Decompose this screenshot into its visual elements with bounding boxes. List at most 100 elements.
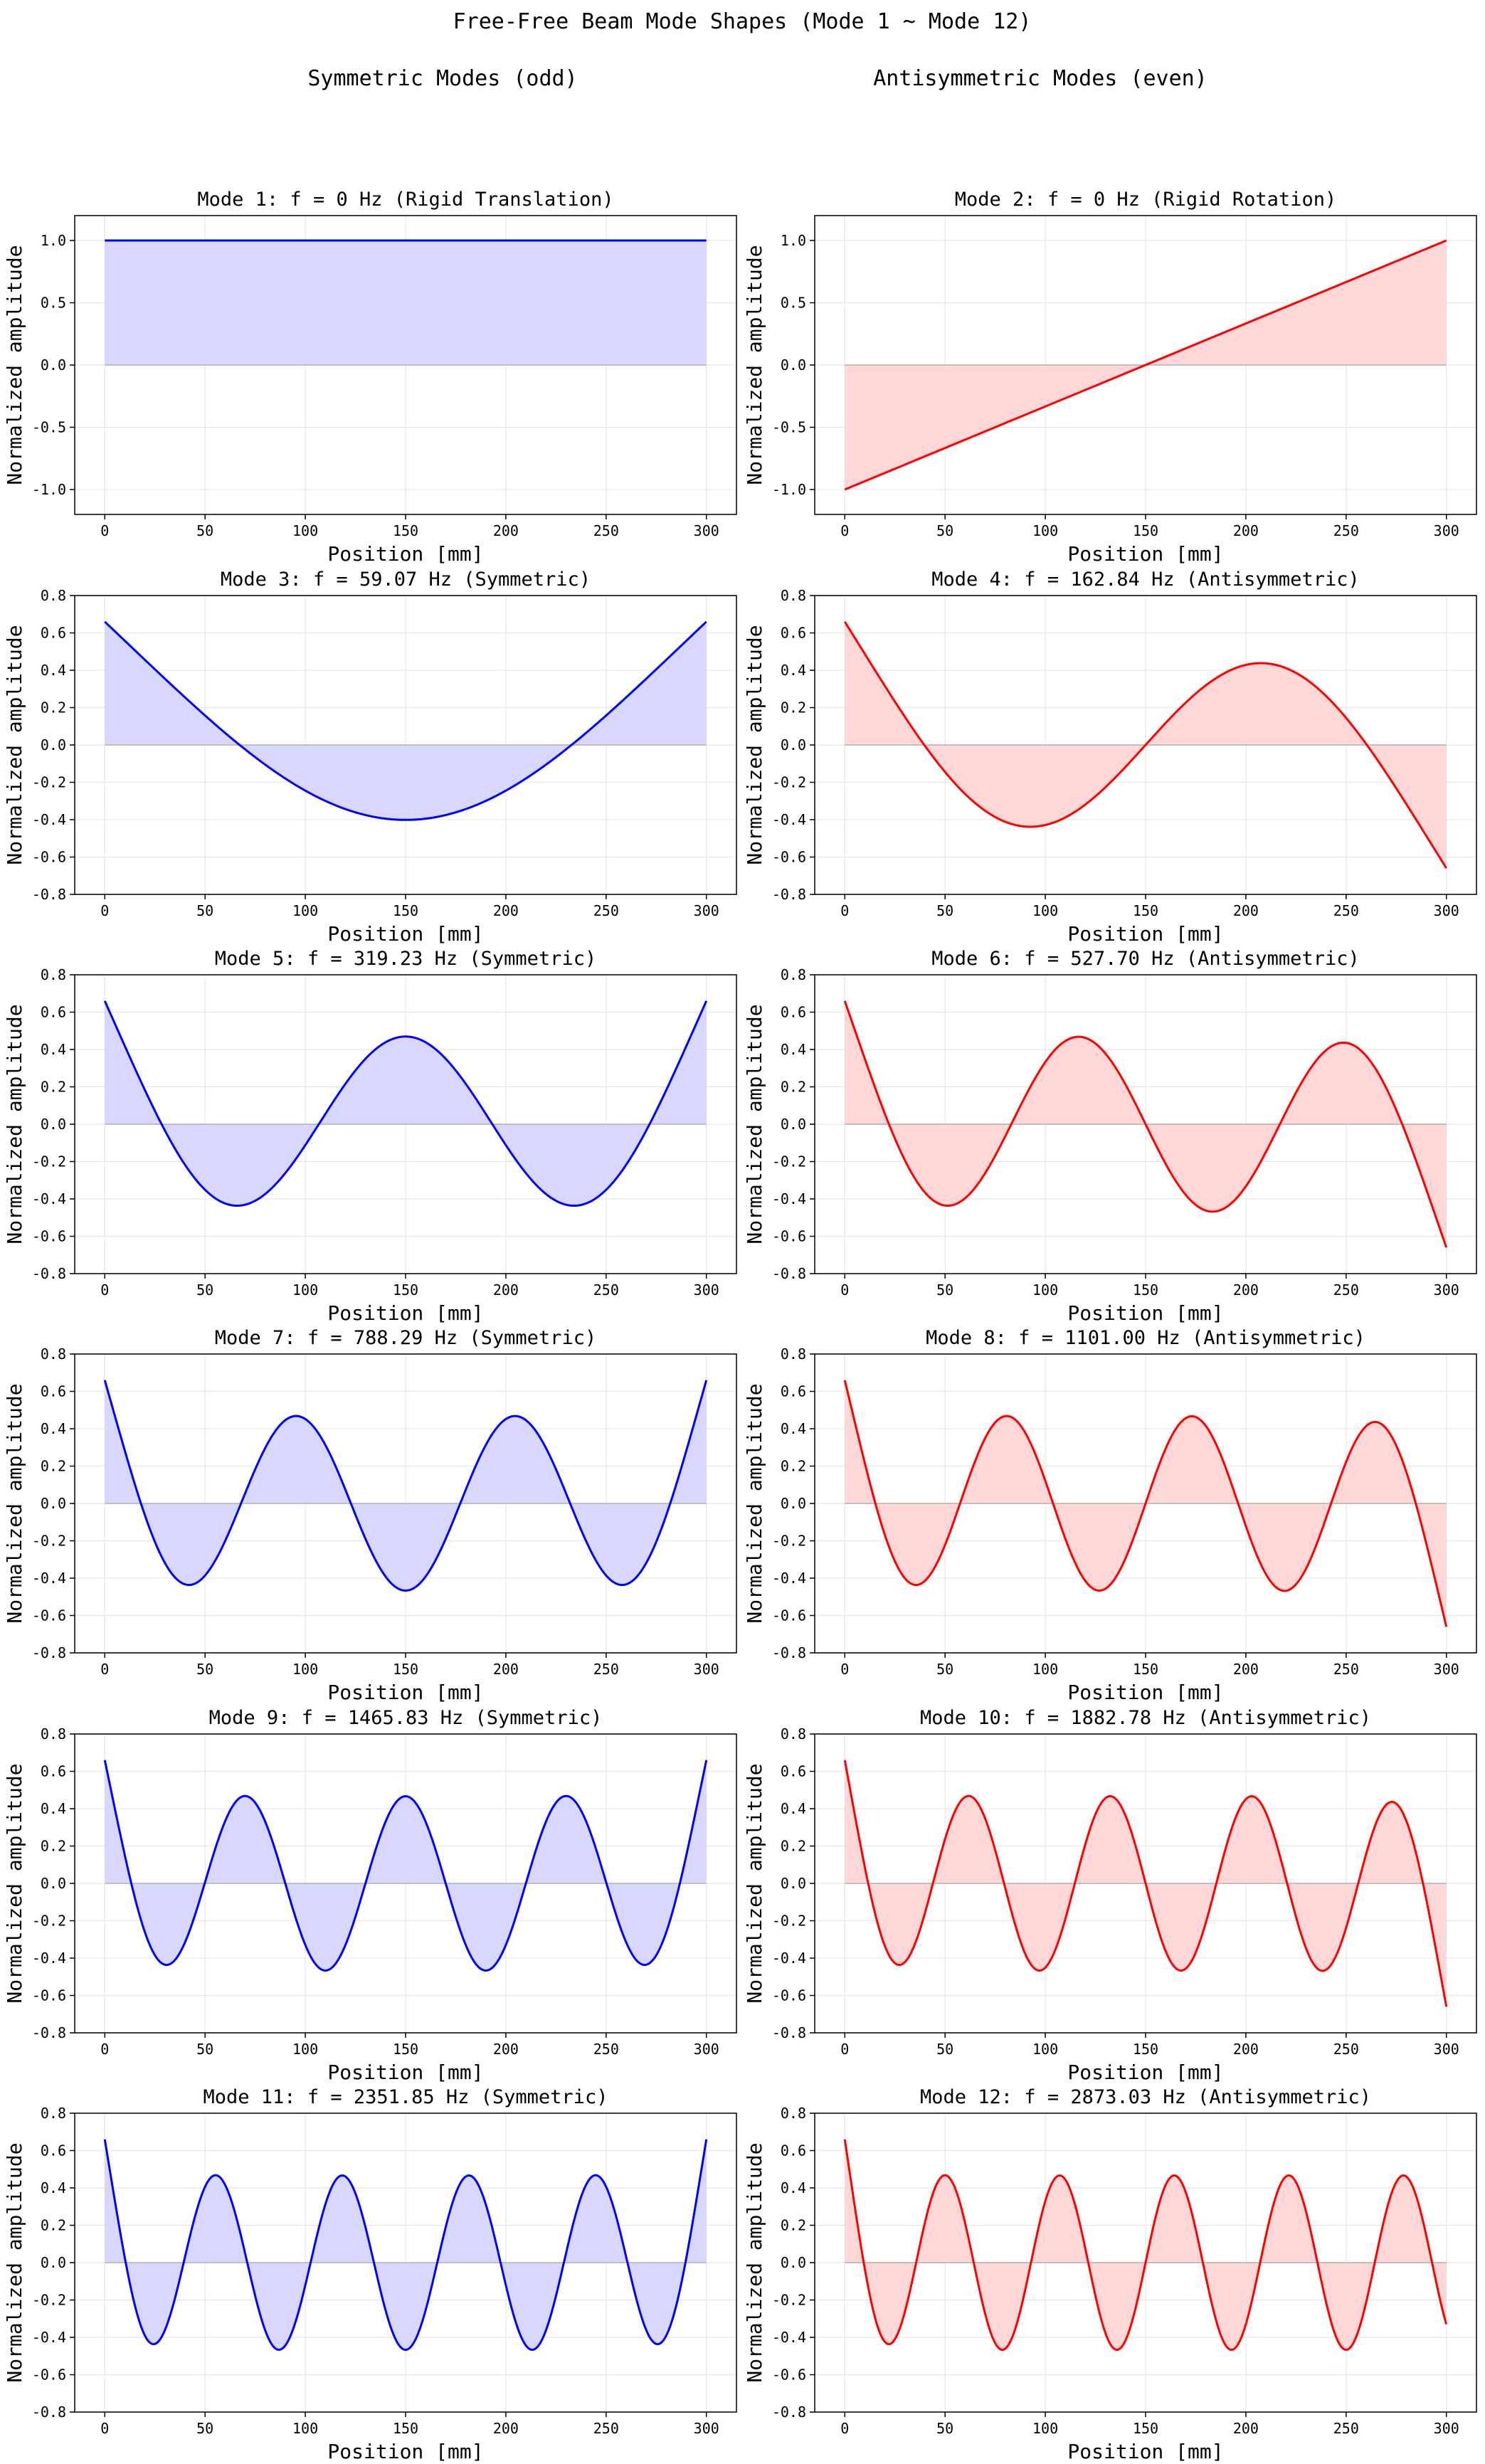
subplot-mode-2: Mode 2: f = 0 Hz (Rigid Rotation) 0 50 100 1… <box>743 189 1477 566</box>
mode-shape-line <box>103 1760 708 1972</box>
x-axis-label: Position [mm] <box>1067 922 1223 946</box>
y-tick-label: -0.8 <box>772 2024 806 2041</box>
subplot-title: Mode 7: f = 788.29 Hz (Symmetric) <box>215 1327 596 1349</box>
x-tick-label: 250 <box>593 2041 619 2058</box>
x-tick-label: 0 <box>840 902 849 919</box>
x-tick-label: 0 <box>100 1281 109 1299</box>
x-tick-label: 250 <box>1333 522 1359 539</box>
y-tick-label: 0.0 <box>781 1116 806 1133</box>
mode-fill-area <box>105 1380 707 1591</box>
y-tick-label: -0.8 <box>32 2024 66 2041</box>
subplot-mode-7: Mode 7: f = 788.29 Hz (Symmetric) 0 50 100 1… <box>3 1327 737 1704</box>
x-tick-label: 150 <box>393 1281 418 1299</box>
x-tick-label: 250 <box>1333 1281 1359 1299</box>
x-tick-label: 200 <box>1233 902 1259 919</box>
y-tick-label: 0.8 <box>781 2105 806 2122</box>
x-tick-label: 0 <box>100 2420 109 2437</box>
y-axis-label: Normalized amplitude <box>3 245 26 485</box>
x-axis-label: Position [mm] <box>327 922 483 946</box>
subplot-mode-12: Mode 12: f = 2873.03 Hz (Antisymmetric) 0… <box>743 2086 1477 2463</box>
subplot-title: Mode 3: f = 59.07 Hz (Symmetric) <box>221 569 591 591</box>
y-axis-label: Normalized amplitude <box>743 625 766 864</box>
y-tick-label: -0.6 <box>32 2367 66 2384</box>
x-tick-label: 0 <box>100 522 109 539</box>
subplot-title: Mode 8: f = 1101.00 Hz (Antisymmetric) <box>926 1327 1365 1349</box>
subplot-title: Mode 4: f = 162.84 Hz (Antisymmetric) <box>931 569 1359 591</box>
x-tick-label: 50 <box>196 902 213 919</box>
y-axis-label: Normalized amplitude <box>3 1763 26 2003</box>
y-tick-label: 0.0 <box>41 1495 66 1512</box>
subplot-title: Mode 11: f = 2351.85 Hz (Symmetric) <box>204 2086 608 2108</box>
x-tick-label: 200 <box>493 1281 519 1299</box>
x-tick-label: 50 <box>936 1281 953 1299</box>
subplot-title: Mode 9: f = 1465.83 Hz (Symmetric) <box>209 1707 603 1729</box>
subplot-title: Mode 12: f = 2873.03 Hz (Antisymmetric) <box>920 2086 1371 2108</box>
y-tick-label: 0.6 <box>41 1004 66 1021</box>
x-axis-label: Position [mm] <box>327 2061 483 2084</box>
y-tick-label: -0.4 <box>32 1190 66 1207</box>
x-tick-label: 200 <box>1233 2420 1259 2437</box>
x-tick-label: 200 <box>493 902 519 919</box>
y-tick-label: -0.2 <box>32 1533 66 1550</box>
x-tick-label: 250 <box>593 1661 619 1678</box>
mode-shape-line <box>843 1760 1448 2007</box>
x-tick-label: 250 <box>1333 902 1359 919</box>
x-tick-label: 0 <box>840 2420 849 2437</box>
y-tick-label: 0.4 <box>781 1041 806 1058</box>
x-axis-label: Position [mm] <box>327 2440 483 2463</box>
y-tick-label: 0.5 <box>781 295 806 312</box>
x-tick-label: 100 <box>1032 2041 1058 2058</box>
y-tick-label: -0.4 <box>32 1570 66 1587</box>
y-tick-label: -0.6 <box>772 1987 806 2004</box>
y-tick-label: 0.2 <box>781 699 806 717</box>
x-tick-label: 100 <box>1032 1281 1058 1299</box>
x-tick-label: 150 <box>393 522 418 539</box>
subplots: Mode 1: f = 0 Hz (Rigid Translation) 0 50 1… <box>3 189 1477 2463</box>
mode-fill-area <box>105 240 707 365</box>
y-tick-label: -0.4 <box>32 811 66 828</box>
x-tick-label: 100 <box>292 2420 318 2437</box>
x-tick-label: 150 <box>1133 1661 1158 1678</box>
y-tick-label: 0.2 <box>41 1838 66 1855</box>
x-tick-label: 50 <box>196 522 213 539</box>
y-tick-label: 0.6 <box>781 625 806 642</box>
y-tick-label: -0.4 <box>772 1190 806 1207</box>
x-tick-label: 200 <box>493 2041 519 2058</box>
x-tick-label: 0 <box>840 2041 849 2058</box>
y-tick-label: 0.6 <box>781 1763 806 1780</box>
y-tick-label: 0.4 <box>781 662 806 679</box>
x-tick-label: 0 <box>100 1661 109 1678</box>
x-tick-label: 300 <box>1434 522 1459 539</box>
y-tick-label: -0.6 <box>32 1987 66 2004</box>
x-tick-label: 150 <box>393 2420 418 2437</box>
x-tick-label: 150 <box>1133 522 1158 539</box>
x-tick-label: 50 <box>936 1661 953 1678</box>
y-tick-label: -0.6 <box>772 2367 806 2384</box>
subplot-mode-11: Mode 11: f = 2351.85 Hz (Symmetric) 0 50 10… <box>3 2086 737 2463</box>
y-tick-label: -0.2 <box>32 2292 66 2309</box>
y-tick-label: 0.8 <box>41 587 66 604</box>
y-tick-label: 0.0 <box>781 1875 806 1892</box>
y-tick-label: -0.8 <box>32 2404 66 2421</box>
subplot-mode-5: Mode 5: f = 319.23 Hz (Symmetric) 0 50 100 1… <box>3 948 737 1325</box>
y-axis-label: Normalized amplitude <box>3 1383 26 1623</box>
x-axis-label: Position [mm] <box>1067 542 1223 566</box>
y-tick-label: -0.4 <box>32 1950 66 1967</box>
figure-title: Free-Free Beam Mode Shapes (Mode 1 ~ Mod… <box>453 9 1032 34</box>
x-tick-label: 250 <box>1333 1661 1359 1678</box>
x-tick-label: 200 <box>493 522 519 539</box>
mode-shape-line <box>103 1380 708 1592</box>
x-axis-label: Position [mm] <box>1067 1681 1223 1704</box>
x-axis-label: Position [mm] <box>1067 2440 1223 2463</box>
subplot-mode-3: Mode 3: f = 59.07 Hz (Symmetric) 0 50 100 15… <box>3 569 737 946</box>
x-tick-label: 250 <box>593 902 619 919</box>
y-tick-label: 0.2 <box>781 1458 806 1475</box>
mode-shape-line <box>103 2139 708 2352</box>
x-tick-label: 50 <box>936 902 953 919</box>
mode-shape-line <box>104 620 707 821</box>
y-tick-label: 0.4 <box>41 1800 66 1817</box>
y-tick-label: 0.4 <box>781 1800 806 1817</box>
y-tick-label: -0.6 <box>772 849 806 866</box>
y-tick-label: 0.8 <box>781 966 806 983</box>
